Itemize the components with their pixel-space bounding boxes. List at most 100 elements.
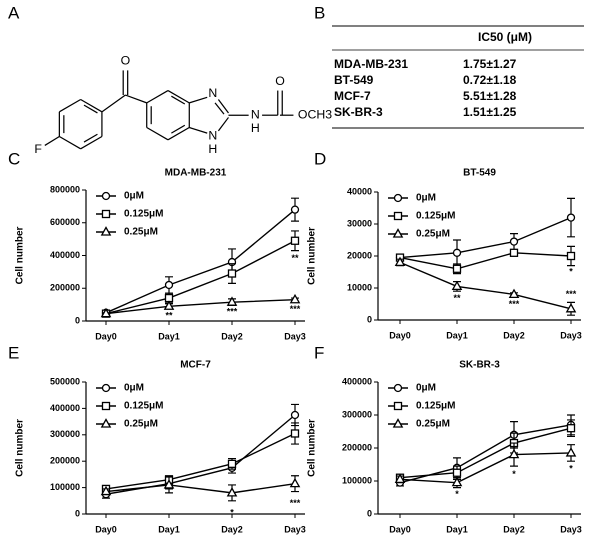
marker bbox=[290, 429, 300, 438]
marker bbox=[508, 448, 520, 459]
y-tick-label: 200000 bbox=[50, 456, 80, 466]
significance: * bbox=[230, 507, 234, 517]
x-tick-label: Day1 bbox=[446, 330, 468, 340]
marker bbox=[509, 248, 519, 257]
panel-label: A bbox=[8, 3, 20, 22]
marker bbox=[289, 477, 301, 488]
marker bbox=[392, 228, 404, 238]
significance: ** bbox=[291, 253, 299, 263]
legend-label: 0.125μM bbox=[124, 401, 163, 412]
y-axis-label: Cell number bbox=[307, 419, 318, 477]
marker bbox=[101, 401, 111, 411]
y-tick-label: 800000 bbox=[50, 184, 80, 194]
marker bbox=[393, 401, 403, 411]
significance: *** bbox=[290, 304, 301, 314]
panel-label: E bbox=[8, 343, 19, 362]
legend-label: 0.25μM bbox=[416, 419, 450, 430]
legend-label: 0μM bbox=[416, 383, 436, 394]
atom-label: N bbox=[208, 129, 217, 143]
x-tick-label: Day1 bbox=[158, 331, 180, 341]
chart-title: MCF-7 bbox=[180, 360, 211, 371]
marker bbox=[290, 205, 300, 214]
significance: * bbox=[569, 463, 573, 473]
atom-label: H bbox=[208, 142, 217, 156]
panel-label: D bbox=[314, 149, 326, 168]
marker bbox=[566, 424, 576, 433]
x-tick-label: Day1 bbox=[158, 524, 180, 534]
marker bbox=[451, 280, 463, 291]
y-axis-label: Cell number bbox=[15, 227, 26, 285]
series-line bbox=[399, 427, 572, 479]
legend-label: 0.25μM bbox=[416, 229, 450, 240]
panel-label: B bbox=[314, 3, 325, 22]
marker bbox=[290, 236, 300, 245]
x-tick-label: Day3 bbox=[560, 524, 582, 534]
x-tick-label: Day2 bbox=[221, 331, 243, 341]
y-tick-label: 600000 bbox=[50, 217, 80, 227]
significance: *** bbox=[227, 307, 238, 317]
significance: *** bbox=[509, 299, 520, 309]
significance: *** bbox=[566, 289, 577, 299]
chart-title: SK-BR-3 bbox=[459, 360, 500, 371]
series-line bbox=[105, 299, 296, 315]
atom-label: O bbox=[275, 74, 285, 88]
atom-label: F bbox=[34, 142, 42, 156]
y-tick-label: 0 bbox=[367, 314, 372, 324]
marker bbox=[393, 383, 403, 393]
legend-label: 0.125μM bbox=[416, 211, 455, 222]
marker bbox=[508, 288, 520, 299]
y-axis-label: Cell number bbox=[15, 419, 26, 477]
x-tick-label: Day0 bbox=[95, 331, 117, 341]
series-line bbox=[399, 216, 572, 259]
y-tick-label: 100000 bbox=[50, 482, 80, 492]
chart-title: MDA-MB-231 bbox=[165, 168, 227, 179]
panel-label: C bbox=[8, 149, 20, 168]
x-tick-label: Day2 bbox=[503, 524, 525, 534]
marker bbox=[100, 307, 112, 318]
significance: * bbox=[569, 266, 573, 276]
atom-label: N bbox=[251, 107, 260, 121]
series-line bbox=[399, 261, 572, 310]
marker bbox=[565, 302, 577, 313]
marker bbox=[289, 293, 301, 304]
x-tick-label: Day3 bbox=[284, 524, 306, 534]
y-tick-label: 100000 bbox=[342, 475, 372, 485]
marker bbox=[101, 209, 111, 219]
x-tick-label: Day3 bbox=[284, 331, 306, 341]
panel-label: F bbox=[314, 343, 324, 362]
series-line bbox=[105, 240, 296, 315]
chart-title: BT-549 bbox=[463, 168, 496, 179]
marker bbox=[394, 473, 406, 483]
marker bbox=[163, 479, 175, 489]
marker bbox=[100, 418, 112, 428]
atom-label: H bbox=[251, 121, 260, 135]
row-label: MDA-MB-231 bbox=[334, 57, 408, 71]
marker bbox=[227, 459, 237, 468]
significance: ** bbox=[165, 311, 173, 321]
ic50-value: 1.75±1.27 bbox=[463, 57, 517, 71]
ic50-value: 5.51±1.28 bbox=[463, 89, 517, 103]
significance: *** bbox=[290, 498, 301, 508]
legend-label: 0μM bbox=[124, 383, 144, 394]
row-label: BT-549 bbox=[334, 73, 374, 87]
series-line bbox=[105, 209, 296, 314]
marker bbox=[509, 237, 519, 246]
ic50-value: 0.72±1.18 bbox=[463, 73, 517, 87]
y-tick-label: 20000 bbox=[347, 250, 372, 260]
x-tick-label: Day0 bbox=[389, 524, 411, 534]
y-tick-label: 400000 bbox=[50, 250, 80, 260]
legend-label: 0.25μM bbox=[124, 227, 158, 238]
y-tick-label: 400000 bbox=[50, 403, 80, 413]
legend-label: 0.125μM bbox=[416, 401, 455, 412]
row-label: MCF-7 bbox=[334, 89, 371, 103]
y-tick-label: 0 bbox=[367, 508, 372, 518]
marker bbox=[163, 300, 175, 310]
y-tick-label: 0 bbox=[75, 508, 80, 518]
series-line bbox=[399, 452, 572, 484]
marker bbox=[101, 191, 111, 201]
series-line bbox=[105, 482, 296, 494]
y-tick-label: 200000 bbox=[342, 442, 372, 452]
y-tick-label: 300000 bbox=[50, 429, 80, 439]
row-label: SK-BR-3 bbox=[334, 105, 383, 119]
legend-label: 0.25μM bbox=[124, 419, 158, 430]
